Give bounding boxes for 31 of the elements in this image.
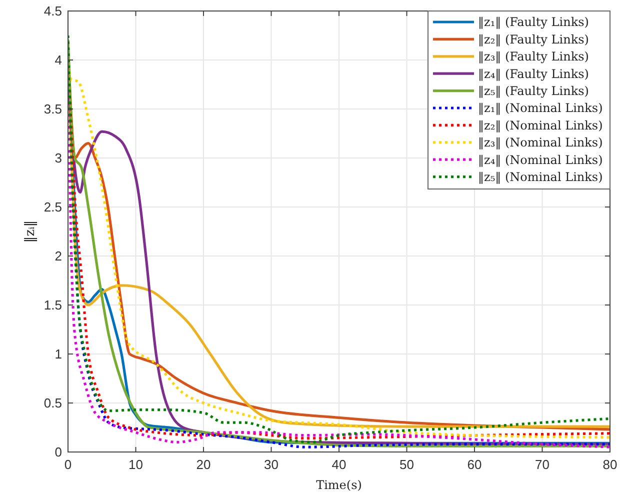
y-axis-title: ‖zᵢ‖	[23, 220, 38, 243]
x-tick-label: 70	[535, 457, 550, 472]
y-tick-label: 1.5	[44, 298, 62, 313]
legend-label: ‖z₅‖ (Nominal Links)	[478, 170, 603, 184]
y-tick-label: 4.5	[44, 4, 62, 19]
x-tick-label: 20	[196, 457, 211, 472]
y-tick-label: 4	[54, 52, 62, 68]
y-tick-label: 0.5	[44, 396, 62, 411]
y-tick-label: 3	[54, 150, 62, 166]
legend-label: ‖z₁‖ (Nominal Links)	[478, 101, 603, 116]
x-tick-label: 80	[602, 457, 618, 472]
y-tick-label: 3.5	[44, 102, 62, 117]
y-tick-label: 2.5	[44, 200, 62, 215]
x-tick-label: 10	[128, 457, 143, 472]
x-tick-label: 30	[264, 457, 278, 472]
x-tick-label: 40	[332, 457, 346, 472]
legend-label: ‖z₂‖ (Nominal Links)	[478, 118, 603, 132]
x-tick-label: 60	[467, 457, 482, 472]
y-tick-label: 0	[54, 444, 62, 460]
y-tick-label: 1	[54, 346, 62, 362]
legend-label: ‖z₂‖ (Faulty Links)	[478, 32, 589, 46]
legend-label: ‖z₁‖ (Faulty Links)	[478, 15, 589, 30]
legend-label: ‖z₃‖ (Faulty Links)	[478, 50, 589, 64]
legend-label: ‖z₄‖ (Nominal Links)	[478, 152, 603, 167]
legend-label: ‖z₄‖ (Faulty Links)	[478, 66, 589, 81]
x-tick-label: 50	[400, 457, 414, 472]
y-tick-label: 2	[54, 248, 62, 264]
legend-label: ‖z₃‖ (Nominal Links)	[478, 136, 603, 150]
legend-label: ‖z₅‖ (Faulty Links)	[478, 84, 589, 98]
x-axis-title: Time(s)	[316, 478, 362, 492]
x-tick-label: 0	[64, 457, 72, 472]
